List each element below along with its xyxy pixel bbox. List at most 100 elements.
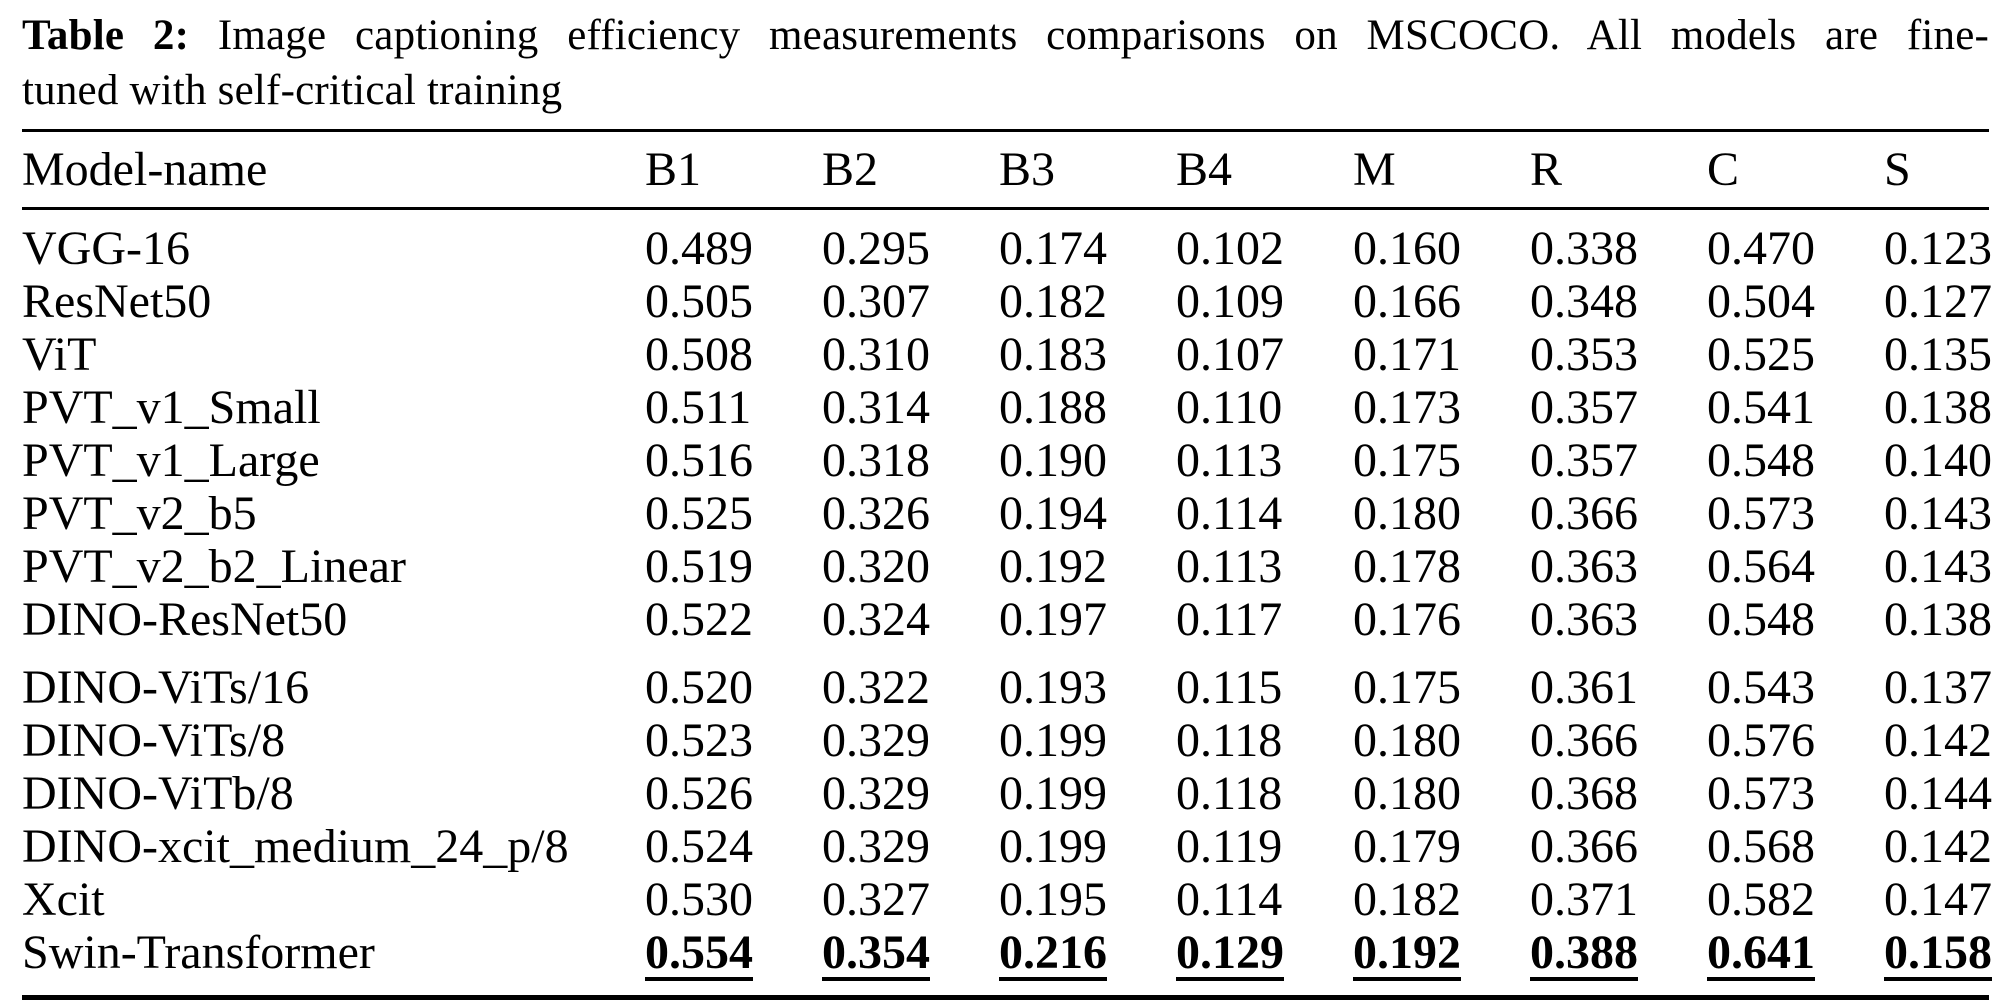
metric-cell: 0.326: [822, 487, 999, 540]
metric-cell: 0.541: [1707, 381, 1884, 434]
metric-cell: 0.543: [1707, 646, 1884, 714]
metric-value: 0.113: [1176, 434, 1283, 487]
table-row: VGG-16 0.489 0.295 0.174 0.102 0.160 0.338 0.47…: [22, 209, 1992, 275]
table-row: ResNet50 0.505 0.307 0.182 0.109 0.166 0.348 0.…: [22, 275, 1992, 328]
metric-value: 0.329: [822, 820, 930, 873]
metric-cell: 0.190: [999, 434, 1176, 487]
metric-cell: 0.135: [1884, 328, 1992, 381]
metric-value: 0.192: [1353, 926, 1461, 979]
metric-cell: 0.194: [999, 487, 1176, 540]
metric-value: 0.511: [645, 381, 752, 434]
table-row: PVT_v1_Large 0.516 0.318 0.190 0.113 0.175 0.3…: [22, 434, 1992, 487]
metric-cell: 0.107: [1176, 328, 1353, 381]
metric-value: 0.307: [822, 275, 930, 328]
metric-cell: 0.354: [822, 926, 999, 998]
metric-cell: 0.115: [1176, 646, 1353, 714]
metric-value: 0.166: [1353, 275, 1461, 328]
table-row: PVT_v2_b5 0.525 0.326 0.194 0.114 0.180 0.366 0…: [22, 487, 1992, 540]
metric-value: 0.192: [999, 540, 1107, 593]
metric-value: 0.171: [1353, 328, 1461, 381]
metric-value: 0.338: [1530, 222, 1638, 275]
metric-value: 0.143: [1884, 540, 1992, 593]
metric-value: 0.324: [822, 593, 930, 646]
column-header-b3: B3: [999, 143, 1056, 196]
metric-value: 0.357: [1530, 434, 1638, 487]
metric-value: 0.179: [1353, 820, 1461, 873]
metric-value: 0.135: [1884, 328, 1992, 381]
metric-cell: 0.366: [1530, 714, 1707, 767]
metric-value: 0.118: [1176, 714, 1283, 767]
metric-value: 0.368: [1530, 767, 1638, 820]
caption-line-2: tuned with self-critical training: [22, 67, 563, 114]
metric-value: 0.180: [1353, 767, 1461, 820]
metric-value: 0.137: [1884, 661, 1992, 714]
metric-value: 0.366: [1530, 820, 1638, 873]
table-row: DINO-ViTb/8 0.526 0.329 0.199 0.118 0.180 0.36…: [22, 767, 1992, 820]
metric-value: 0.520: [645, 661, 753, 714]
model-name-cell: PVT_v2_b5: [22, 487, 257, 540]
metric-cell: 0.180: [1353, 487, 1530, 540]
metric-cell: 0.573: [1707, 767, 1884, 820]
metric-cell: 0.368: [1530, 767, 1707, 820]
metric-value: 0.199: [999, 767, 1107, 820]
metric-value: 0.314: [822, 381, 930, 434]
metric-cell: 0.363: [1530, 593, 1707, 646]
caption-text: Image captioning efficiency measurements…: [217, 12, 1989, 59]
metric-value: 0.576: [1707, 714, 1815, 767]
metric-value: 0.505: [645, 275, 753, 328]
metric-cell: 0.140: [1884, 434, 1992, 487]
metric-value: 0.568: [1707, 820, 1815, 873]
metric-value: 0.573: [1707, 487, 1815, 540]
model-name-cell: PVT_v1_Large: [22, 434, 320, 487]
metric-cell: 0.188: [999, 381, 1176, 434]
metric-cell: 0.525: [1707, 328, 1884, 381]
metric-value: 0.142: [1884, 820, 1992, 873]
metric-cell: 0.180: [1353, 714, 1530, 767]
metric-cell: 0.310: [822, 328, 999, 381]
metric-cell: 0.160: [1353, 209, 1530, 275]
table-caption: Table 2: Image captioning efficiency mea…: [22, 8, 1989, 118]
metric-cell: 0.554: [645, 926, 822, 998]
metric-cell: 0.470: [1707, 209, 1884, 275]
metric-value: 0.582: [1707, 873, 1815, 926]
metric-cell: 0.353: [1530, 328, 1707, 381]
metric-cell: 0.143: [1884, 540, 1992, 593]
metric-value: 0.138: [1884, 593, 1992, 646]
metric-value: 0.516: [645, 434, 753, 487]
metric-value: 0.188: [999, 381, 1107, 434]
metric-cell: 0.318: [822, 434, 999, 487]
metric-value: 0.329: [822, 714, 930, 767]
metric-value: 0.174: [999, 222, 1107, 275]
metric-cell: 0.192: [999, 540, 1176, 593]
metric-value: 0.117: [1176, 593, 1283, 646]
metric-cell: 0.175: [1353, 434, 1530, 487]
table-row: Swin-Transformer 0.554 0.354 0.216 0.129 0.19…: [22, 926, 1992, 998]
metric-value: 0.216: [999, 926, 1107, 979]
metric-cell: 0.127: [1884, 275, 1992, 328]
metric-cell: 0.329: [822, 820, 999, 873]
metric-cell: 0.195: [999, 873, 1176, 926]
model-name-cell: DINO-ViTb/8: [22, 767, 294, 820]
metric-value: 0.326: [822, 487, 930, 540]
metric-cell: 0.144: [1884, 767, 1992, 820]
metric-value: 0.366: [1530, 487, 1638, 540]
metric-value: 0.114: [1176, 873, 1283, 926]
metric-cell: 0.179: [1353, 820, 1530, 873]
metric-value: 0.554: [645, 926, 753, 979]
metric-cell: 0.192: [1353, 926, 1530, 998]
metric-cell: 0.329: [822, 714, 999, 767]
metric-value: 0.327: [822, 873, 930, 926]
metric-cell: 0.183: [999, 328, 1176, 381]
metric-cell: 0.363: [1530, 540, 1707, 593]
metric-cell: 0.182: [999, 275, 1176, 328]
metric-cell: 0.175: [1353, 646, 1530, 714]
metric-cell: 0.142: [1884, 820, 1992, 873]
model-name-cell: DINO-ResNet50: [22, 593, 348, 646]
metric-cell: 0.523: [645, 714, 822, 767]
metric-cell: 0.137: [1884, 646, 1992, 714]
metric-cell: 0.199: [999, 767, 1176, 820]
metric-value: 0.115: [1176, 661, 1283, 714]
metric-value: 0.357: [1530, 381, 1638, 434]
model-name-cell: PVT_v2_b2_Linear: [22, 540, 406, 593]
